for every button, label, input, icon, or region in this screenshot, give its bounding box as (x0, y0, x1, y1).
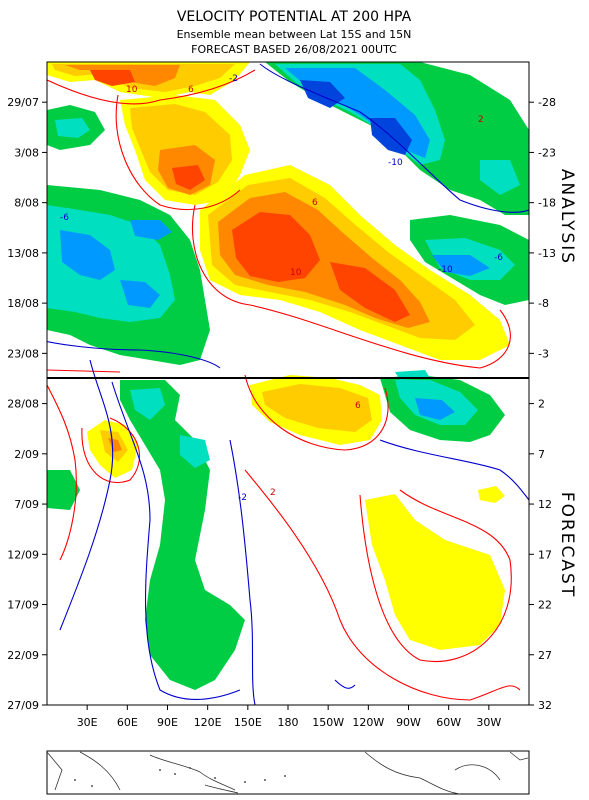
negative-region (120, 380, 245, 690)
negative-region (120, 280, 160, 308)
contour-label: -10 (388, 158, 403, 168)
x-tick-label: 90E (157, 716, 178, 729)
positive-region (330, 262, 410, 322)
australia-coast (204, 784, 239, 794)
negative-region (130, 220, 172, 240)
contour-label: 10 (290, 268, 302, 278)
positive-region (232, 212, 320, 282)
y-tick-label-right: -23 (538, 146, 556, 159)
y-tick-label-left: 28/08 (7, 398, 39, 411)
positive-region (90, 70, 135, 86)
y-tick-label-right: 22 (538, 599, 552, 612)
positive-region (262, 384, 372, 432)
y-tick-label-left: 12/09 (7, 548, 39, 561)
y-tick-label-right: -18 (538, 197, 556, 210)
indian-coast (79, 751, 121, 791)
chart-subtitle-2: FORECAST BASED 26/08/2021 00UTC (191, 43, 397, 56)
positive-region (172, 165, 205, 190)
y-tick-label-left: 17/09 (7, 599, 39, 612)
y-tick-label-left: 29/07 (7, 96, 39, 109)
x-tick-label: 150E (234, 716, 262, 729)
chart-subtitle-1: Ensemble mean between Lat 15S and 15N (177, 28, 412, 41)
negative-region (47, 470, 80, 510)
negative-region (60, 230, 115, 280)
forecast-label: FORECAST (557, 492, 577, 598)
negative-region (432, 255, 490, 276)
contour-field (47, 62, 529, 705)
contour-label: 2 (270, 488, 276, 498)
y-tick-label-right: 12 (538, 498, 552, 511)
negative-region (415, 398, 455, 420)
positive-region (365, 494, 505, 650)
contour-label: 6 (188, 85, 194, 95)
y-tick-label-left: 7/09 (14, 498, 39, 511)
y-tick-label-right: 2 (538, 398, 545, 411)
contour-label: -2 (229, 74, 238, 84)
positive-region (478, 486, 505, 503)
contour-labels: 10 6 -2 2 -6 -10 10 6 -6 -10 6 -2 2 (60, 74, 503, 503)
negative-region (480, 160, 520, 195)
contour-label: 6 (355, 401, 361, 411)
central-america-coast (364, 751, 461, 795)
x-tick-label: 90W (396, 716, 421, 729)
chart-title: VELOCITY POTENTIAL AT 200 HPA (177, 9, 412, 25)
x-tick-label: 120E (194, 716, 222, 729)
analysis-label: ANALYSIS (557, 169, 577, 265)
y-tick-label-right: -28 (538, 96, 556, 109)
y-tick-label-right: -8 (538, 297, 549, 310)
y-tick-label-left: 3/08 (14, 146, 39, 159)
x-tick-label: 30W (476, 716, 501, 729)
axes: 30E 60E 90E 120E 150E 180 150W 120W 90W 60W 30W 29/… (7, 96, 556, 729)
contour-label: -6 (494, 253, 503, 263)
y-tick-label-left: 23/08 (7, 347, 39, 360)
maritime-continent-coast (149, 754, 236, 791)
y-tick-label-right: -13 (538, 247, 556, 260)
contour-label: -6 (60, 213, 69, 223)
contour-label: 6 (312, 198, 318, 208)
x-tick-label: 60E (117, 716, 138, 729)
y-tick-label-left: 22/09 (7, 649, 39, 662)
negative-region (130, 388, 165, 420)
y-tick-label-right: 27 (538, 649, 552, 662)
x-tick-label: 120W (352, 716, 384, 729)
x-tick-label: 180 (278, 716, 299, 729)
y-tick-label-left: 8/08 (14, 197, 39, 210)
south-america-coast (454, 764, 501, 781)
contour-label: 2 (478, 115, 484, 125)
x-tick-label: 60W (436, 716, 461, 729)
y-tick-label-right: 17 (538, 548, 552, 561)
atlantic-coast (509, 751, 529, 761)
x-tick-label: 30E (77, 716, 98, 729)
contour-label: -2 (238, 493, 247, 503)
negative-region (180, 435, 210, 468)
africa-coast (46, 751, 63, 791)
y-tick-label-left: 13/08 (7, 247, 39, 260)
negative-region (55, 118, 90, 138)
positive-region (108, 438, 122, 452)
y-tick-label-right: -3 (538, 347, 549, 360)
contour-label: -10 (438, 265, 453, 275)
y-tick-label-left: 27/09 (7, 699, 39, 712)
contour-label: 10 (126, 85, 138, 95)
y-tick-label-left: 18/08 (7, 297, 39, 310)
x-tick-label: 150W (312, 716, 344, 729)
y-tick-label-left: 2/09 (14, 448, 39, 461)
y-tick-label-right: 32 (538, 699, 552, 712)
y-tick-label-right: 7 (538, 448, 545, 461)
world-map-strip (46, 750, 530, 795)
